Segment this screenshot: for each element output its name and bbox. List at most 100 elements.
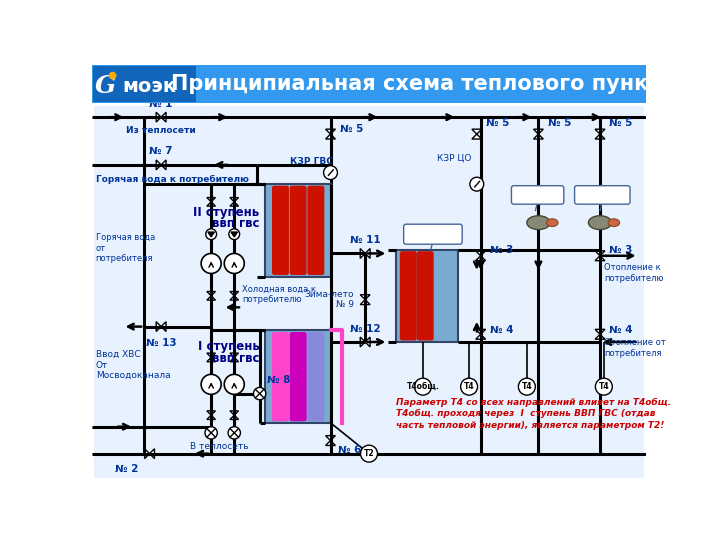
Polygon shape <box>360 300 370 305</box>
Polygon shape <box>230 415 238 420</box>
Polygon shape <box>360 248 365 258</box>
Circle shape <box>206 229 217 240</box>
Ellipse shape <box>608 219 620 226</box>
Text: № 2: № 2 <box>114 464 138 474</box>
FancyBboxPatch shape <box>417 251 433 340</box>
Text: Отопление от
потребителя: Отопление от потребителя <box>604 338 665 357</box>
FancyBboxPatch shape <box>94 106 644 478</box>
Text: № 5: № 5 <box>486 118 510 128</box>
Circle shape <box>461 378 477 395</box>
Text: Т2: Т2 <box>364 449 374 458</box>
Text: G: G <box>95 75 117 98</box>
Polygon shape <box>534 134 544 139</box>
Text: независимая: независимая <box>405 230 462 239</box>
Text: Параметр Т4 со всех направлений влияет на Т4общ.: Параметр Т4 со всех направлений влияет н… <box>396 397 671 407</box>
Polygon shape <box>161 322 166 332</box>
Text: Отопление к
потребителю: Отопление к потребителю <box>604 264 663 283</box>
Polygon shape <box>595 256 605 261</box>
Polygon shape <box>207 202 215 206</box>
Text: Т4: Т4 <box>598 382 609 391</box>
Polygon shape <box>156 112 161 122</box>
Text: Т4общ.: Т4общ. <box>407 382 439 391</box>
Text: Из теплосети: Из теплосети <box>126 126 196 136</box>
Polygon shape <box>207 296 215 300</box>
Polygon shape <box>325 129 336 134</box>
Polygon shape <box>360 337 365 347</box>
Polygon shape <box>230 292 238 296</box>
Polygon shape <box>595 134 605 139</box>
FancyBboxPatch shape <box>396 249 457 342</box>
Text: № 13: № 13 <box>145 338 176 348</box>
Text: Т4: Т4 <box>521 382 532 391</box>
Circle shape <box>415 378 431 395</box>
Polygon shape <box>325 441 336 446</box>
Text: Ввод ХВС
От
Мосводоканала: Ввод ХВС От Мосводоканала <box>96 350 170 380</box>
Polygon shape <box>595 129 605 134</box>
Text: зависимая: зависимая <box>515 191 561 199</box>
Polygon shape <box>472 129 482 134</box>
Polygon shape <box>595 334 605 339</box>
Polygon shape <box>208 232 215 237</box>
Polygon shape <box>207 353 215 357</box>
FancyBboxPatch shape <box>265 330 330 423</box>
Text: № 7: № 7 <box>149 146 173 157</box>
Polygon shape <box>476 334 485 339</box>
Polygon shape <box>150 449 155 458</box>
Circle shape <box>224 253 244 273</box>
FancyBboxPatch shape <box>94 66 196 102</box>
Text: Холодная вода к
потребителю: Холодная вода к потребителю <box>242 285 316 304</box>
Text: Горячая вода
от
потребителя: Горячая вода от потребителя <box>96 233 155 263</box>
Circle shape <box>228 427 240 439</box>
Polygon shape <box>230 198 238 202</box>
Text: № 3: № 3 <box>609 245 633 254</box>
Circle shape <box>201 374 221 394</box>
Text: № 11: № 11 <box>350 235 380 245</box>
FancyBboxPatch shape <box>265 184 330 276</box>
Polygon shape <box>325 134 336 139</box>
Text: Зима-лето
№ 9: Зима-лето № 9 <box>304 289 354 309</box>
Circle shape <box>224 374 244 394</box>
Text: № 5: № 5 <box>548 118 571 128</box>
FancyBboxPatch shape <box>272 332 289 421</box>
Text: КЗР ГВС: КЗР ГВС <box>290 157 333 166</box>
Polygon shape <box>472 134 482 139</box>
Text: I ступень: I ступень <box>198 340 260 354</box>
Circle shape <box>361 445 377 462</box>
Polygon shape <box>207 292 215 296</box>
Circle shape <box>253 387 266 400</box>
Polygon shape <box>230 353 238 357</box>
Text: Принципиальная схема теплового пункта: Принципиальная схема теплового пункта <box>171 74 675 94</box>
Text: вентиляция: вентиляция <box>576 191 629 199</box>
Polygon shape <box>230 411 238 415</box>
FancyBboxPatch shape <box>307 186 324 275</box>
FancyBboxPatch shape <box>434 251 451 340</box>
Polygon shape <box>231 232 238 237</box>
Ellipse shape <box>588 215 611 230</box>
Polygon shape <box>476 256 485 261</box>
Polygon shape <box>595 329 605 334</box>
Polygon shape <box>156 160 161 170</box>
Polygon shape <box>207 198 215 202</box>
FancyBboxPatch shape <box>272 186 289 275</box>
Text: Горячая вода к потребителю: Горячая вода к потребителю <box>96 175 248 184</box>
Polygon shape <box>476 329 485 334</box>
Polygon shape <box>595 251 605 256</box>
Text: Т4: Т4 <box>464 382 474 391</box>
Polygon shape <box>145 449 150 458</box>
FancyBboxPatch shape <box>92 103 647 481</box>
Text: II ступень: II ступень <box>194 206 260 219</box>
Text: КЗР ЦО: КЗР ЦО <box>436 153 471 163</box>
Circle shape <box>109 72 117 79</box>
FancyBboxPatch shape <box>400 251 417 340</box>
Text: № 3: № 3 <box>490 245 513 254</box>
Polygon shape <box>207 415 215 420</box>
Text: Т4общ. проходя через  I  ступень ВВП ГВС (отдав: Т4общ. проходя через I ступень ВВП ГВС (… <box>396 409 655 418</box>
Circle shape <box>201 253 221 273</box>
Text: № 12: № 12 <box>350 323 380 334</box>
Circle shape <box>470 177 484 191</box>
FancyBboxPatch shape <box>307 332 324 421</box>
FancyBboxPatch shape <box>404 224 462 244</box>
Polygon shape <box>365 337 370 347</box>
Text: № 4: № 4 <box>490 326 513 335</box>
FancyBboxPatch shape <box>92 65 647 103</box>
